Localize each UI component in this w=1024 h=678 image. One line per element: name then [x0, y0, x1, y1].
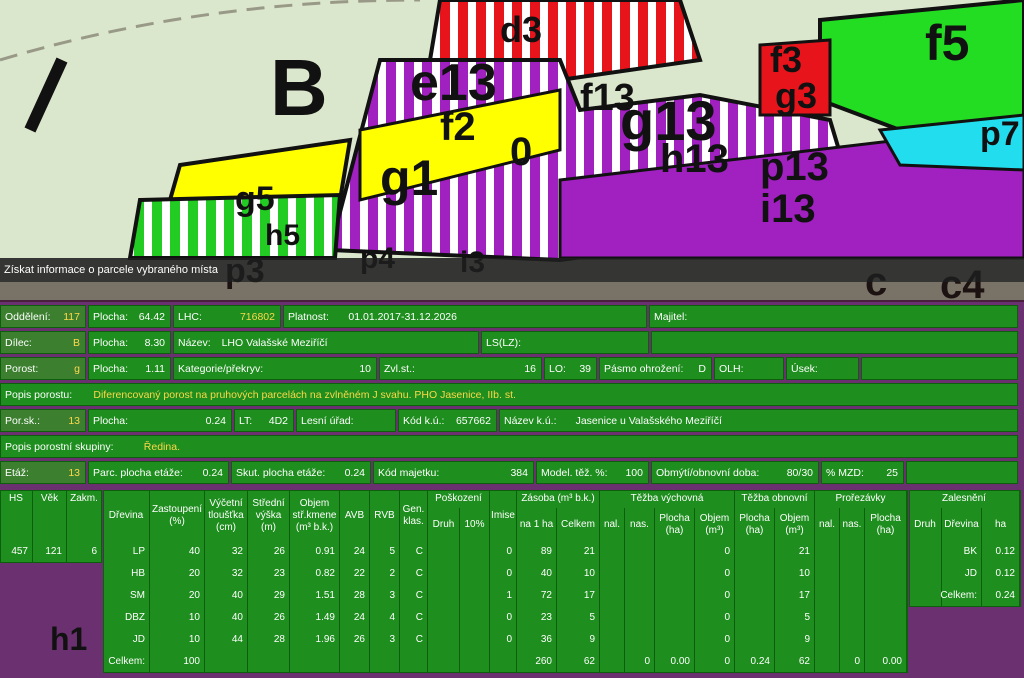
map-label: g3 — [775, 75, 817, 116]
map-label: f2 — [440, 105, 476, 149]
map-label: d3 — [500, 9, 542, 50]
map-label: 0 — [510, 130, 532, 174]
info-header[interactable]: Získat informace o parcele vybraného mís… — [0, 258, 1024, 282]
info-title: Získat informace o parcele vybraného mís… — [4, 264, 218, 276]
parcel — [0, 300, 1024, 678]
map-label: i13 — [760, 187, 816, 231]
map-label: g13 — [620, 89, 717, 152]
map-label: f13 — [580, 77, 635, 119]
dim-strip — [0, 282, 1024, 302]
parcel — [818, 0, 1024, 132]
map-label: f5 — [925, 15, 969, 71]
parcel — [877, 113, 1024, 172]
path — [0, 0, 421, 62]
map-label: h1 — [50, 621, 87, 657]
map-label: h5 — [265, 219, 300, 252]
map-label: h13 — [660, 137, 729, 181]
parcel — [758, 38, 832, 117]
parcel — [558, 138, 1024, 260]
map-label: B — [270, 43, 328, 132]
map-label: p7 — [980, 115, 1020, 153]
map-label: f3 — [770, 39, 802, 80]
map-label: g1 — [380, 150, 438, 206]
parcel — [358, 88, 562, 202]
map-label: g5 — [235, 180, 275, 218]
road-mark — [24, 57, 68, 133]
map-label: p13 — [760, 145, 829, 189]
map-label: e13 — [410, 54, 497, 112]
